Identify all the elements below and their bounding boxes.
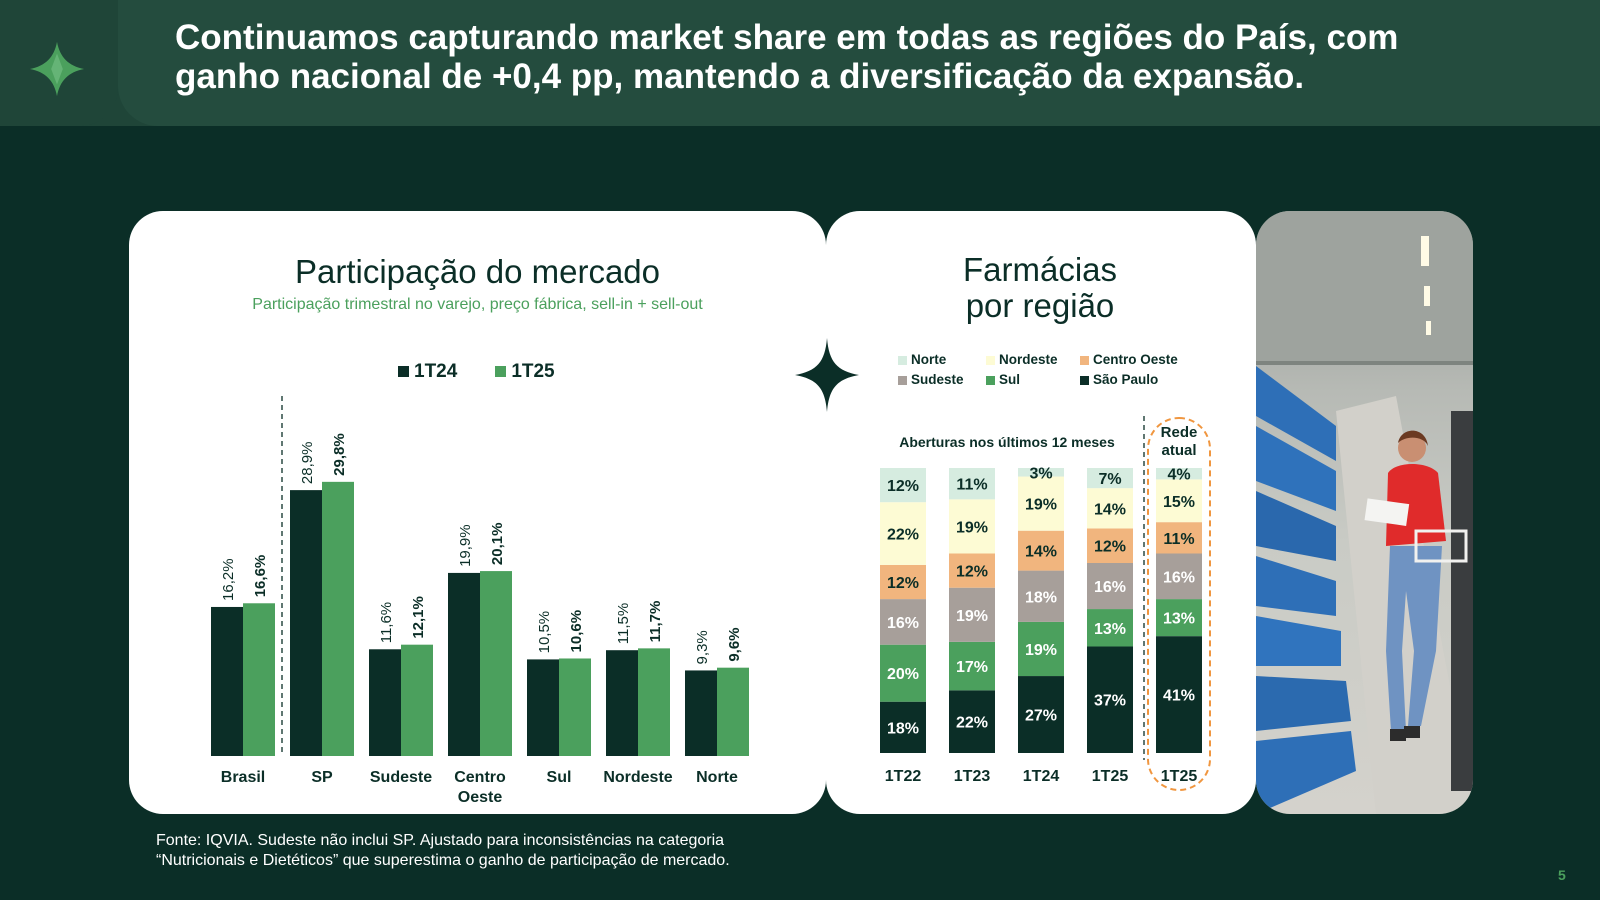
pharmacies-title: Farmácias por região bbox=[900, 252, 1180, 324]
legend-item-norte: Norte bbox=[898, 352, 986, 367]
warehouse-photo bbox=[1256, 211, 1473, 814]
source-line-2: “Nutricionais e Dietéticos” que superest… bbox=[156, 852, 730, 869]
legend-item-1t24: 1T24 bbox=[398, 361, 457, 383]
market-share-subtitle: Participação trimestral no varejo, preço… bbox=[252, 296, 703, 313]
legend-label-centro_oeste: Centro Oeste bbox=[1093, 352, 1178, 367]
legend-label-1t25: 1T25 bbox=[511, 361, 555, 382]
legend-swatch-1t25 bbox=[495, 366, 507, 378]
source-note: Fonte: IQVIA. Sudeste não inclui SP. Aju… bbox=[156, 831, 856, 871]
legend-swatch-norte bbox=[898, 355, 907, 365]
legend-swatch-nordeste bbox=[986, 355, 995, 365]
legend-label-nordeste: Nordeste bbox=[999, 352, 1058, 367]
logo-tab bbox=[0, 0, 118, 126]
pharmacies-legend: Norte Nordeste Centro Oeste Sudeste Sul São P… bbox=[898, 352, 1190, 387]
legend-item-sul: Sul bbox=[986, 372, 1080, 387]
pharmacies-title-text: Farmácias por região bbox=[962, 251, 1118, 324]
title-line-2: ganho nacional de +0,4 pp, mantendo a di… bbox=[175, 57, 1305, 96]
legend-label-norte: Norte bbox=[911, 352, 947, 367]
legend-item-1t25: 1T25 bbox=[495, 361, 555, 383]
legend-label-1t24: 1T24 bbox=[414, 361, 458, 382]
market-share-title: Participação do mercado bbox=[294, 253, 661, 290]
page-title: Continuamos capturando market share em t… bbox=[175, 18, 1555, 96]
legend-item-sudeste: Sudeste bbox=[898, 372, 986, 387]
legend-item-sao_paulo: São Paulo bbox=[1080, 372, 1190, 387]
header-title-panel bbox=[118, 0, 1600, 126]
legend-swatch-sul bbox=[986, 375, 995, 385]
page-number: 5 bbox=[1558, 867, 1566, 883]
legend-label-sudeste: Sudeste bbox=[911, 372, 964, 387]
legend-swatch-1t24 bbox=[398, 366, 409, 378]
legend-label-sul: Sul bbox=[999, 372, 1021, 387]
legend-swatch-sao_paulo bbox=[1080, 375, 1089, 385]
legend-item-nordeste: Nordeste bbox=[986, 352, 1080, 367]
legend-swatch-centro_oeste bbox=[1080, 355, 1089, 365]
sparkle-divider-icon bbox=[795, 338, 859, 412]
legend-item-centro_oeste: Centro Oeste bbox=[1080, 352, 1190, 367]
legend-label-sao_paulo: São Paulo bbox=[1093, 372, 1159, 387]
warehouse-worker-image bbox=[1256, 211, 1473, 814]
legend-swatch-sudeste bbox=[898, 375, 907, 385]
source-line-1: Fonte: IQVIA. Sudeste não inclui SP. Aju… bbox=[156, 832, 725, 849]
title-line-1: Continuamos capturando market share em t… bbox=[175, 18, 1399, 57]
market-share-legend: 1T24 1T25 bbox=[398, 361, 555, 383]
four-point-star-logo-icon bbox=[29, 41, 85, 97]
